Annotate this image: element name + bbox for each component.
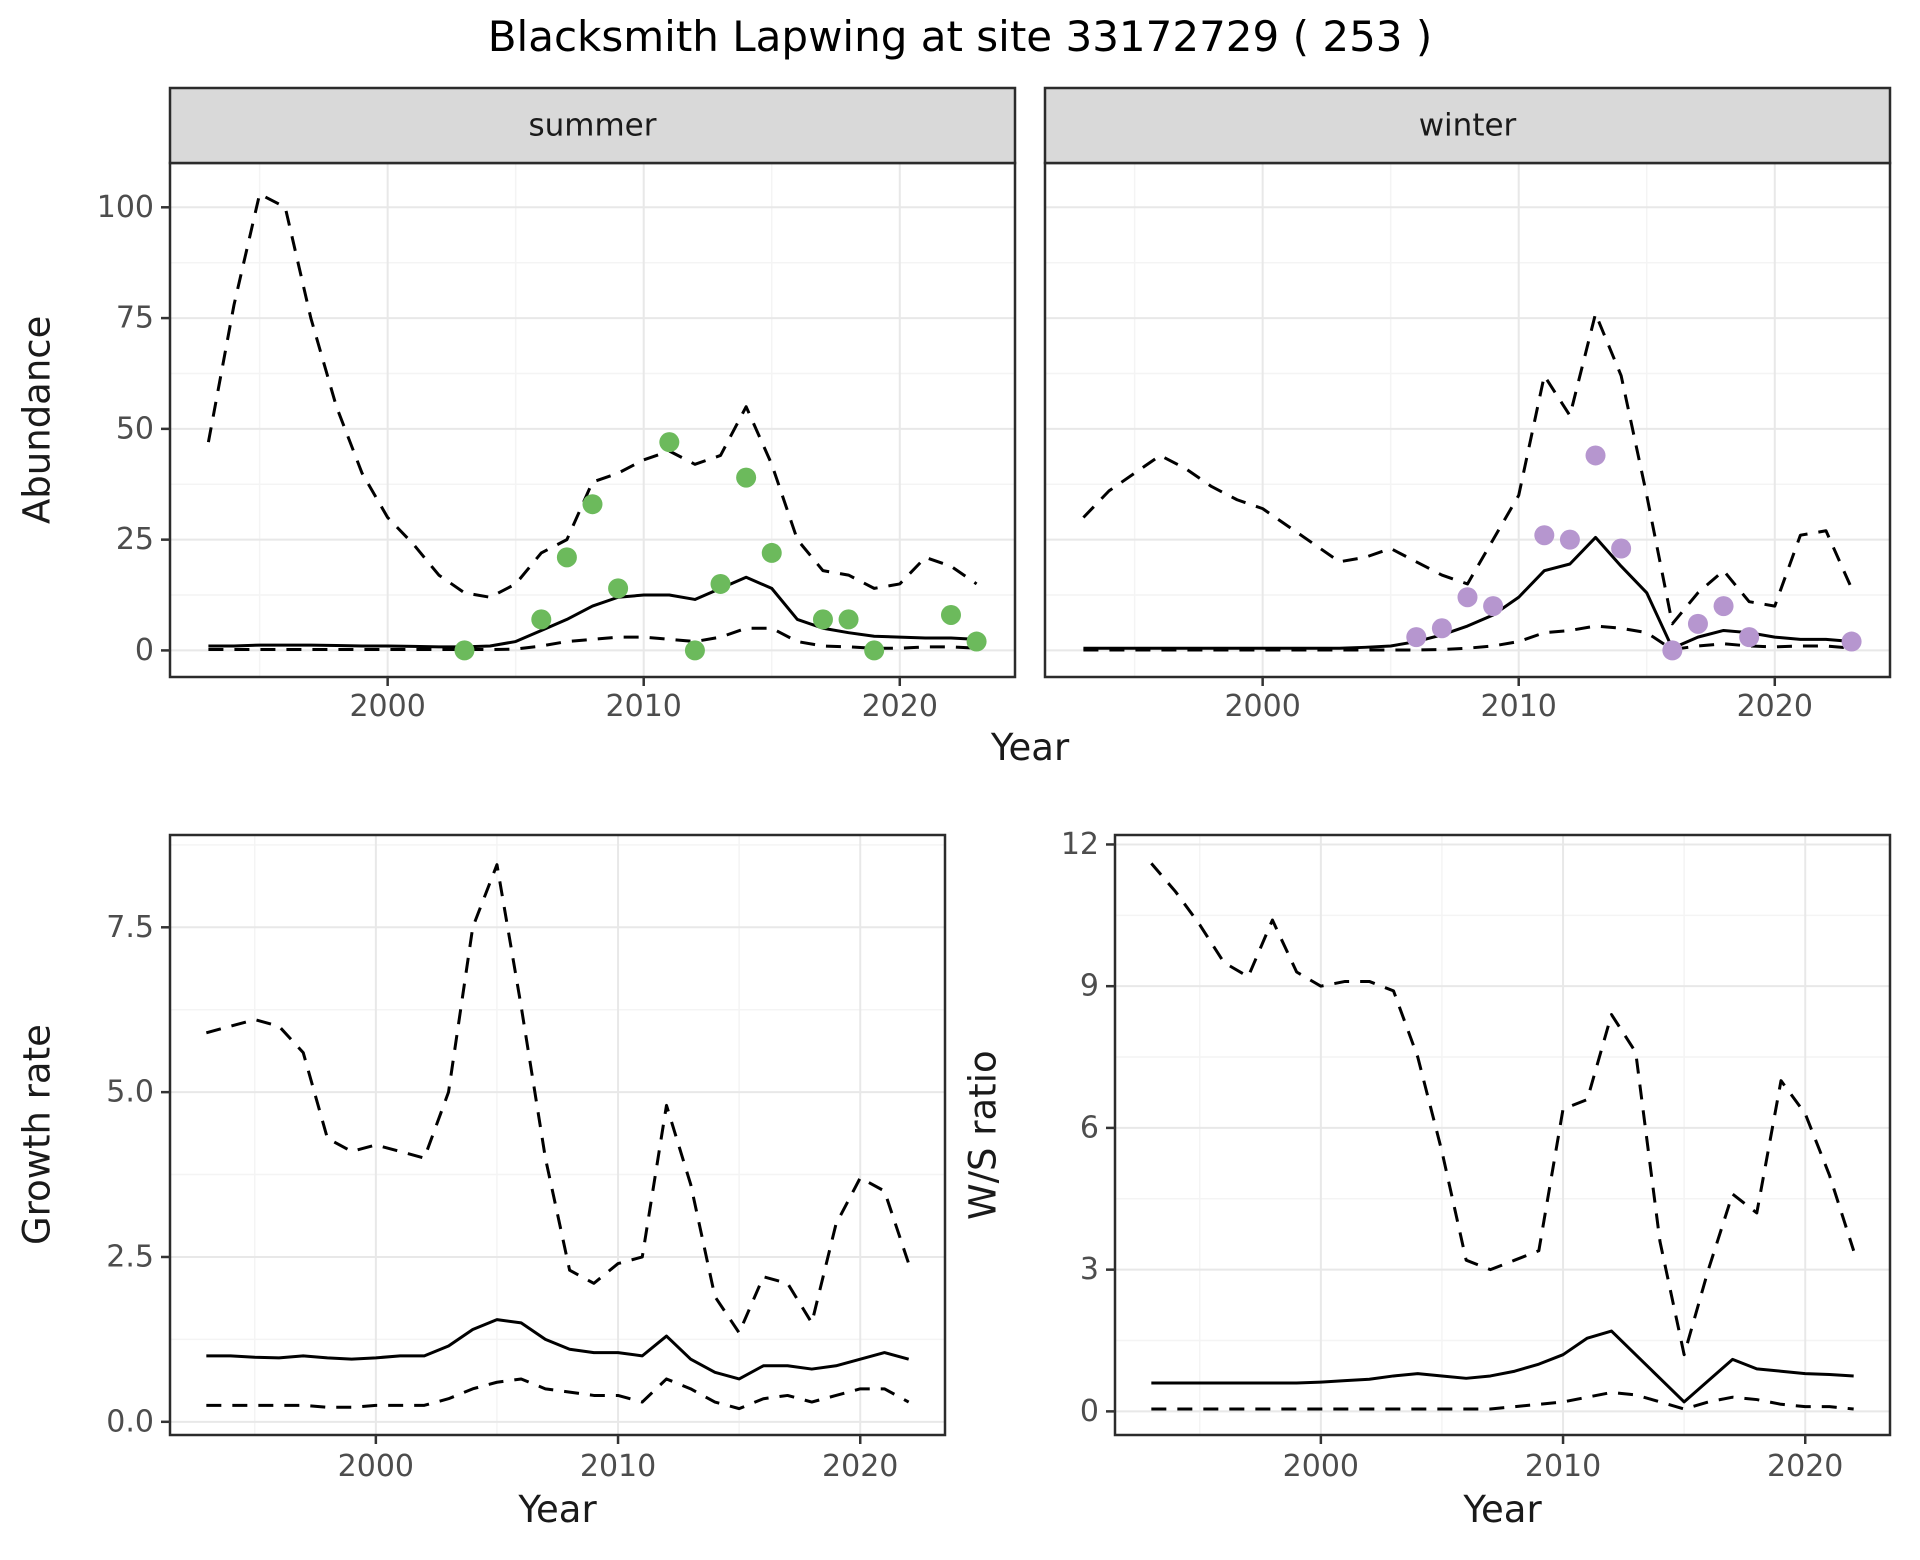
- observed-winter-count-point: [1457, 587, 1478, 608]
- y-tick-label: 100: [97, 190, 154, 225]
- observed-summer-count-point: [761, 542, 782, 563]
- median-line: [206, 1318, 910, 1381]
- lower-ci-line: [1151, 1390, 1854, 1411]
- y-tick-label: 6: [1080, 1110, 1099, 1145]
- observed-winter-count-point: [1841, 631, 1862, 652]
- observed-summer-count-point: [608, 578, 629, 599]
- upper-ci-line: [205, 863, 911, 1335]
- x-tick-label: 2020: [1767, 1449, 1843, 1484]
- panel-ws-ratio: 2000 2010 2020 0 3 6 9 12: [1061, 827, 1892, 1484]
- y-tick-label: 0: [135, 633, 154, 668]
- panel-border: [1113, 833, 1892, 1437]
- chart-title: Blacksmith Lapwing at site 33172729 ( 25…: [487, 12, 1433, 61]
- observed-winter-count-point: [1534, 525, 1555, 546]
- ws-x-axis-label: Year: [1463, 1488, 1542, 1531]
- observed-winter-count-point: [1585, 445, 1606, 466]
- observed-summer-count-point: [710, 573, 731, 594]
- observed-summer-count-point: [684, 640, 705, 661]
- growth-rate-axis-label: Growth rate: [15, 1024, 59, 1246]
- y-tick-label: 0: [1080, 1394, 1099, 1429]
- observed-summer-count-point: [556, 547, 577, 568]
- observed-summer-count-point: [659, 432, 680, 453]
- growth-x-axis-label: Year: [518, 1488, 597, 1531]
- facet-strip: [1043, 86, 1892, 165]
- observed-summer-count-point: [454, 640, 475, 661]
- x-tick-label: 2000: [349, 689, 425, 724]
- x-tick-label: 2010: [580, 1449, 656, 1484]
- observed-winter-count-point: [1611, 538, 1632, 559]
- observed-winter-count-point: [1431, 618, 1452, 639]
- observed-winter-count-point: [1406, 627, 1427, 648]
- x-tick-label: 2010: [1525, 1449, 1601, 1484]
- facet-strip: [168, 86, 1017, 165]
- y-tick-label: 5.0: [106, 1075, 154, 1110]
- observed-summer-count-point: [838, 609, 859, 630]
- x-tick-label: 2010: [1481, 689, 1557, 724]
- median-line: [1151, 1329, 1854, 1404]
- observed-winter-count-point: [1687, 613, 1708, 634]
- upper-ci-line: [1150, 862, 1856, 1357]
- observed-winter-count-point: [1662, 640, 1683, 661]
- lower-ci-line: [1083, 624, 1852, 652]
- x-tick-label: 2000: [1224, 689, 1300, 724]
- y-tick-label: 12: [1061, 827, 1099, 862]
- x-tick-label: 2020: [1737, 689, 1813, 724]
- y-tick-label: 75: [116, 301, 154, 336]
- panel-abundance-winter: winter 2000 2010 2020: [1043, 86, 1892, 724]
- y-tick-label: 9: [1080, 969, 1099, 1004]
- x-tick-label: 2000: [1283, 1449, 1359, 1484]
- observed-summer-count-point: [940, 604, 961, 625]
- median-line: [1083, 535, 1852, 650]
- top-x-axis-label: Year: [990, 726, 1070, 769]
- median-line: [208, 575, 977, 649]
- facet-strip-label: summer: [528, 108, 656, 144]
- y-tick-label: 50: [116, 411, 154, 446]
- x-tick-label: 2020: [862, 689, 938, 724]
- x-tick-label: 2010: [606, 689, 682, 724]
- observed-winter-count-point: [1739, 627, 1760, 648]
- observed-summer-count-point: [812, 609, 833, 630]
- y-tick-label: 0.0: [106, 1404, 154, 1439]
- panel-border: [168, 833, 947, 1437]
- panel-growth-rate: 2000 2010 2020 0.0 2.5 5.0 7.5: [106, 833, 947, 1484]
- observed-summer-count-point: [531, 609, 552, 630]
- facet-strip-label: winter: [1419, 108, 1517, 144]
- abundance-axis-label: Abundance: [15, 315, 59, 525]
- upper-ci-line: [1082, 312, 1853, 626]
- y-tick-label: 2.5: [106, 1239, 154, 1274]
- upper-ci-line: [206, 192, 978, 599]
- y-tick-label: 7.5: [106, 910, 154, 945]
- observed-winter-count-point: [1483, 596, 1504, 617]
- panel-border: [168, 161, 1017, 679]
- x-tick-label: 2000: [338, 1449, 414, 1484]
- ws-ratio-axis-label: W/S ratio: [961, 1050, 1005, 1220]
- observed-winter-count-point: [1559, 529, 1580, 550]
- observed-winter-count-point: [1713, 596, 1734, 617]
- observed-summer-count-point: [966, 631, 987, 652]
- panel-abundance-summer: summer 2000 2010 2020 0 25 50 75 100: [97, 86, 1017, 724]
- observed-summer-count-point: [582, 494, 603, 515]
- observed-summer-count-point: [736, 467, 757, 488]
- observed-summer-count-point: [864, 640, 885, 661]
- y-tick-label: 25: [116, 522, 154, 557]
- x-tick-label: 2020: [822, 1449, 898, 1484]
- lower-ci-line: [206, 1377, 910, 1411]
- y-tick-label: 3: [1080, 1252, 1099, 1287]
